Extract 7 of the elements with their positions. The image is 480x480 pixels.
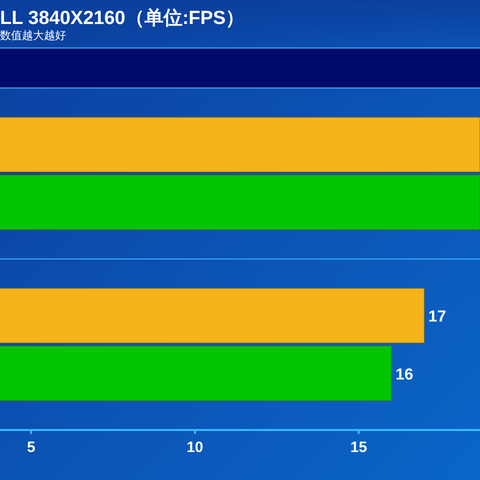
data-label: 16 [396,366,414,384]
x-tick-label: 10 [186,439,204,456]
text: 数值越大越好 [0,29,66,42]
chart-title: LL 3840X2160（单位:FPS） [0,7,245,29]
x-tick-label: 5 [26,439,36,456]
x-tick-label: 15 [350,439,368,456]
data-label: 17 [428,308,446,326]
